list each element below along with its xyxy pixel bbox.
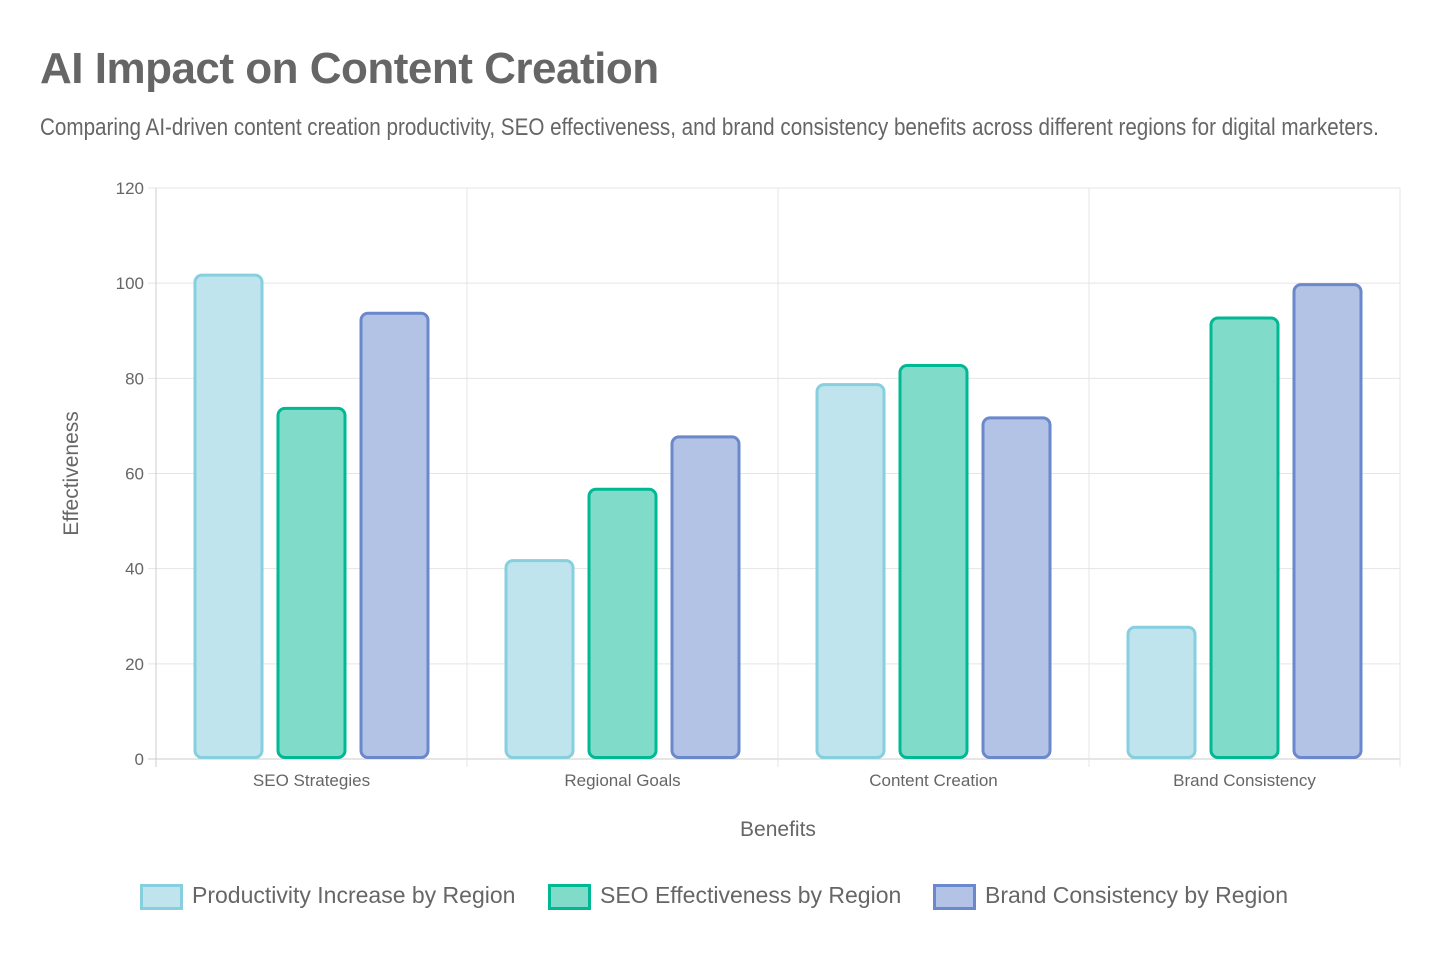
- y-tick-label: 100: [116, 274, 144, 293]
- bar-1: [1126, 625, 1197, 759]
- bar-1: [815, 383, 886, 759]
- bar-3: [359, 311, 430, 759]
- y-tick-label: 40: [125, 560, 144, 579]
- x-tick-label: Content Creation: [869, 771, 998, 790]
- legend-label: Productivity Increase by Region: [192, 882, 515, 908]
- bar-1: [193, 273, 264, 759]
- legend-swatch: [548, 884, 591, 910]
- y-tick-label: 60: [125, 465, 144, 484]
- x-axis-title: Benefits: [740, 818, 816, 841]
- legend-label: SEO Effectiveness by Region: [600, 882, 901, 908]
- y-tick-label: 120: [116, 179, 144, 198]
- bar-2: [1209, 316, 1280, 759]
- chart-title: AI Impact on Content Creation: [40, 44, 659, 93]
- y-tick-label: 0: [135, 750, 144, 769]
- bar-2: [898, 364, 969, 759]
- x-tick-label: Brand Consistency: [1173, 771, 1316, 790]
- chart-subtitle: Comparing AI-driven content creation pro…: [40, 114, 1379, 141]
- bar-3: [670, 435, 741, 759]
- x-tick-label: SEO Strategies: [253, 771, 370, 790]
- bar-3: [981, 416, 1052, 759]
- y-tick-label: 80: [125, 369, 144, 388]
- legend-label: Brand Consistency by Region: [985, 882, 1288, 908]
- y-axis-title: Effectiveness: [60, 411, 83, 536]
- legend-swatch: [933, 884, 976, 910]
- bar-2: [587, 487, 658, 759]
- bar-1: [504, 559, 575, 760]
- bar-3: [1292, 283, 1363, 759]
- bar-2: [276, 406, 347, 759]
- legend-swatch: [140, 884, 183, 910]
- x-tick-label: Regional Goals: [564, 771, 680, 790]
- y-tick-label: 20: [125, 655, 144, 674]
